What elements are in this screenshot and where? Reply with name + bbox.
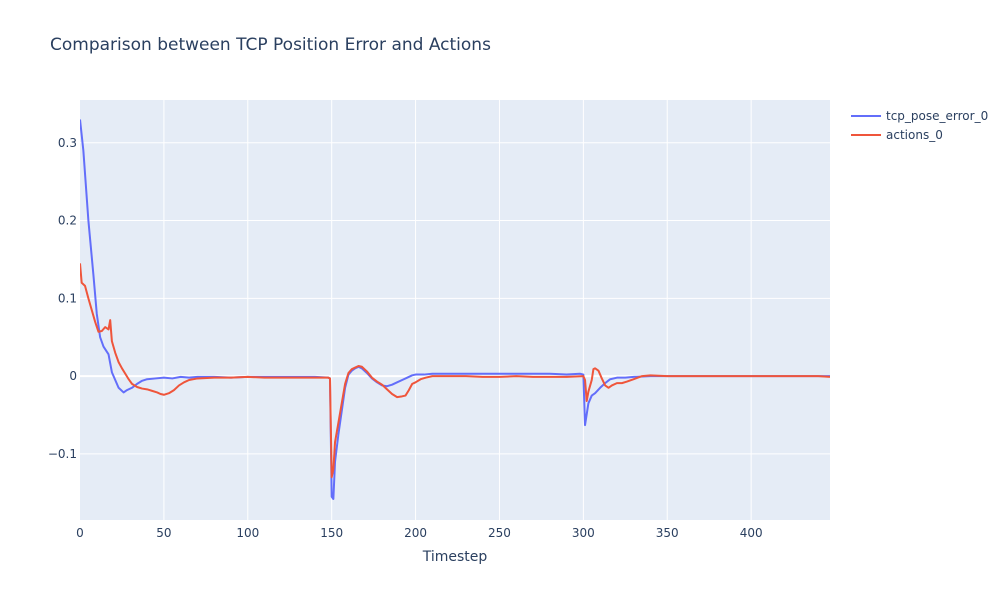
- x-axis-title: Timestep: [422, 549, 488, 565]
- y-tick-label: 0.3: [58, 136, 77, 150]
- y-tick-label: −0.1: [48, 447, 77, 461]
- chart-title: Comparison between TCP Position Error an…: [50, 35, 491, 55]
- x-tick-label: 0: [76, 526, 84, 540]
- legend-label: actions_0: [886, 128, 943, 142]
- series-line-actions_0: [80, 263, 830, 479]
- y-tick-label: 0.1: [58, 291, 77, 305]
- x-tick-label: 100: [236, 526, 259, 540]
- x-tick-label: 400: [740, 526, 763, 540]
- series-lines: [80, 119, 830, 500]
- x-tick-label: 50: [156, 526, 171, 540]
- x-tick-label: 150: [320, 526, 343, 540]
- legend-label: tcp_pose_error_0: [886, 109, 988, 123]
- y-tick-label: 0: [69, 369, 77, 383]
- x-tick-label: 350: [656, 526, 679, 540]
- legend-item-actions_0[interactable]: actions_0: [851, 128, 943, 142]
- x-tick-label: 300: [572, 526, 595, 540]
- tick-labels: 0 50 100 150 200 250 300 350 400 −0.1 0 0.1 0.2 0.3: [48, 136, 763, 540]
- x-tick-label: 250: [488, 526, 511, 540]
- x-tick-label: 200: [404, 526, 427, 540]
- y-tick-label: 0.2: [58, 214, 77, 228]
- legend-item-tcp_pose_error_0[interactable]: tcp_pose_error_0: [851, 109, 988, 123]
- plot-area: [80, 100, 830, 520]
- legend[interactable]: tcp_pose_error_0 actions_0: [851, 109, 988, 142]
